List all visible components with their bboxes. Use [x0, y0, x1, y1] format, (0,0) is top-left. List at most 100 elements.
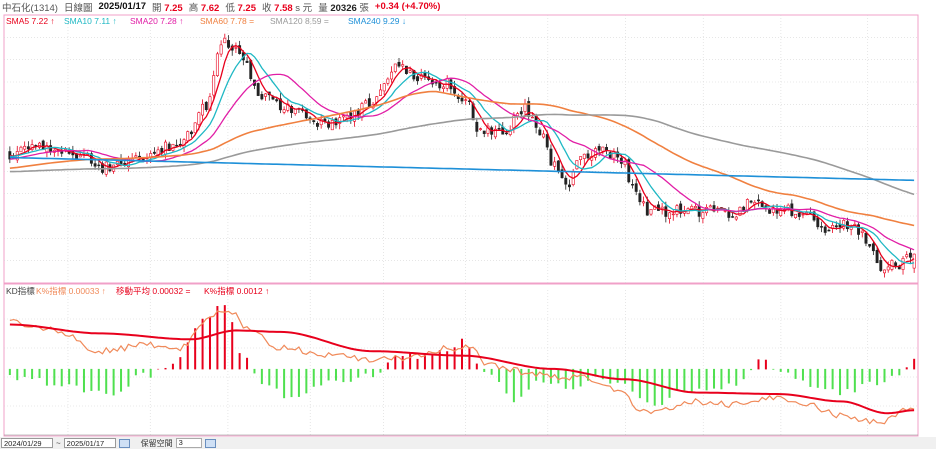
candle-body [134, 155, 138, 158]
to-date-field[interactable]: 2025/01/17 [63, 438, 116, 448]
candle-body [886, 266, 890, 271]
histogram-bar-positive [423, 352, 426, 370]
osc-legend-item: K%指標 0.0012 ↑ [204, 286, 269, 296]
histogram-bar-negative [312, 368, 315, 387]
candle-body [390, 71, 394, 80]
ma-legend-item: SMA240 9.29 ↓ [348, 16, 406, 26]
low-value: 7.25 [237, 2, 257, 14]
candle-body [23, 145, 27, 150]
candle-body [212, 75, 216, 96]
close-value: 7.58 [274, 2, 293, 14]
candle-body [879, 260, 883, 271]
histogram-bar-negative [120, 368, 123, 392]
settings-icon[interactable] [204, 438, 216, 448]
histogram-bar-negative [868, 368, 871, 382]
volume-group: 量 20326 張 [318, 2, 369, 14]
candle-body [797, 213, 801, 217]
histogram-bar-negative [8, 368, 11, 376]
histogram-bar-negative [824, 368, 827, 390]
candle-body [668, 212, 671, 219]
candle-body [393, 63, 397, 72]
histogram-bar-negative [609, 368, 612, 384]
keep-space-select[interactable]: 3 [175, 438, 202, 448]
histogram-bar-negative [268, 368, 271, 386]
open-value: 7.25 [164, 2, 183, 14]
histogram-bar-positive [386, 362, 389, 370]
candle-body [475, 121, 479, 132]
candle-body [201, 103, 205, 116]
osc-legend-item: K%指標 0.00033 ↑ [36, 286, 106, 296]
keep-space-label: 保留空間 [140, 438, 173, 448]
histogram-bar-negative [794, 368, 797, 379]
candle-body [908, 252, 912, 258]
candle-body [556, 160, 560, 172]
candle-body [645, 201, 649, 216]
candle-body [304, 109, 308, 119]
histogram-bar-positive [438, 350, 441, 370]
candle-body [545, 134, 549, 148]
high-group: 高 7.62 [188, 2, 220, 14]
candle-body [871, 243, 875, 252]
histogram-bar-negative [646, 368, 649, 403]
histogram-bar-negative [372, 368, 375, 378]
osc-legend-item: KD指標 [6, 286, 35, 296]
chart-area[interactable]: SMA5 7.22 ↑ SMA10 7.11 ↑ SMA20 7.28 ↑ SMA60… [0, 13, 936, 437]
histogram-bar-negative [549, 368, 552, 384]
open-group: 開 7.25 [152, 2, 183, 14]
candle-body [190, 131, 193, 135]
candle-body [801, 213, 805, 216]
close-group: 收 7.58 s 元 [262, 2, 313, 14]
candle-body [175, 144, 179, 147]
candle-body [575, 160, 579, 170]
candle-body [41, 140, 45, 150]
histogram-bar-negative [127, 368, 130, 387]
histogram-bar-negative [876, 368, 879, 386]
candle-body [749, 200, 753, 203]
candle-body [290, 106, 293, 114]
candle-body [215, 53, 219, 76]
candle-body [293, 108, 297, 114]
histogram-bar-positive [431, 355, 434, 370]
candle-body [838, 224, 842, 228]
candle-body [367, 98, 371, 108]
candle-body [152, 151, 156, 154]
candle-body [816, 217, 820, 228]
candlestick-series [8, 33, 916, 278]
histogram-bar-positive [246, 357, 249, 370]
candle-body [312, 120, 316, 122]
period-label: 日線圖 [63, 2, 93, 14]
histogram-bar-negative [490, 368, 493, 375]
candle-body [671, 213, 675, 216]
histogram-bar-negative [283, 368, 286, 399]
candle-body [519, 111, 523, 115]
oscillator-lines [9, 310, 915, 425]
candle-body [227, 40, 230, 48]
candle-body [334, 118, 338, 126]
candle-body [256, 83, 260, 96]
candle-body [634, 183, 638, 192]
sma60-line [9, 90, 915, 227]
candle-body [327, 121, 331, 128]
candle-body [883, 269, 886, 274]
candle-body [97, 164, 101, 167]
candle-body [727, 211, 731, 218]
calendar-icon[interactable] [118, 438, 130, 448]
candle-body [664, 206, 668, 217]
histogram-bar-negative [735, 368, 738, 386]
histogram-bar-positive [216, 306, 219, 370]
histogram-bar-negative [357, 368, 360, 378]
stock-name: 中石化(1314) [2, 2, 58, 14]
histogram-bar-negative [846, 368, 849, 390]
histogram-bar-negative [839, 368, 842, 396]
candle-body [605, 147, 608, 151]
low-group: 低 7.25 [225, 2, 257, 14]
histogram-bar-negative [564, 368, 567, 389]
candle-body [164, 141, 167, 155]
from-date-field[interactable]: 2024/01/29 [1, 438, 53, 448]
candle-body [401, 64, 405, 67]
histogram-bar-negative [705, 368, 708, 391]
histogram-bar-negative [883, 368, 886, 383]
candle-body [905, 254, 909, 258]
histogram-bar-negative [149, 368, 152, 378]
candle-body [223, 37, 227, 44]
